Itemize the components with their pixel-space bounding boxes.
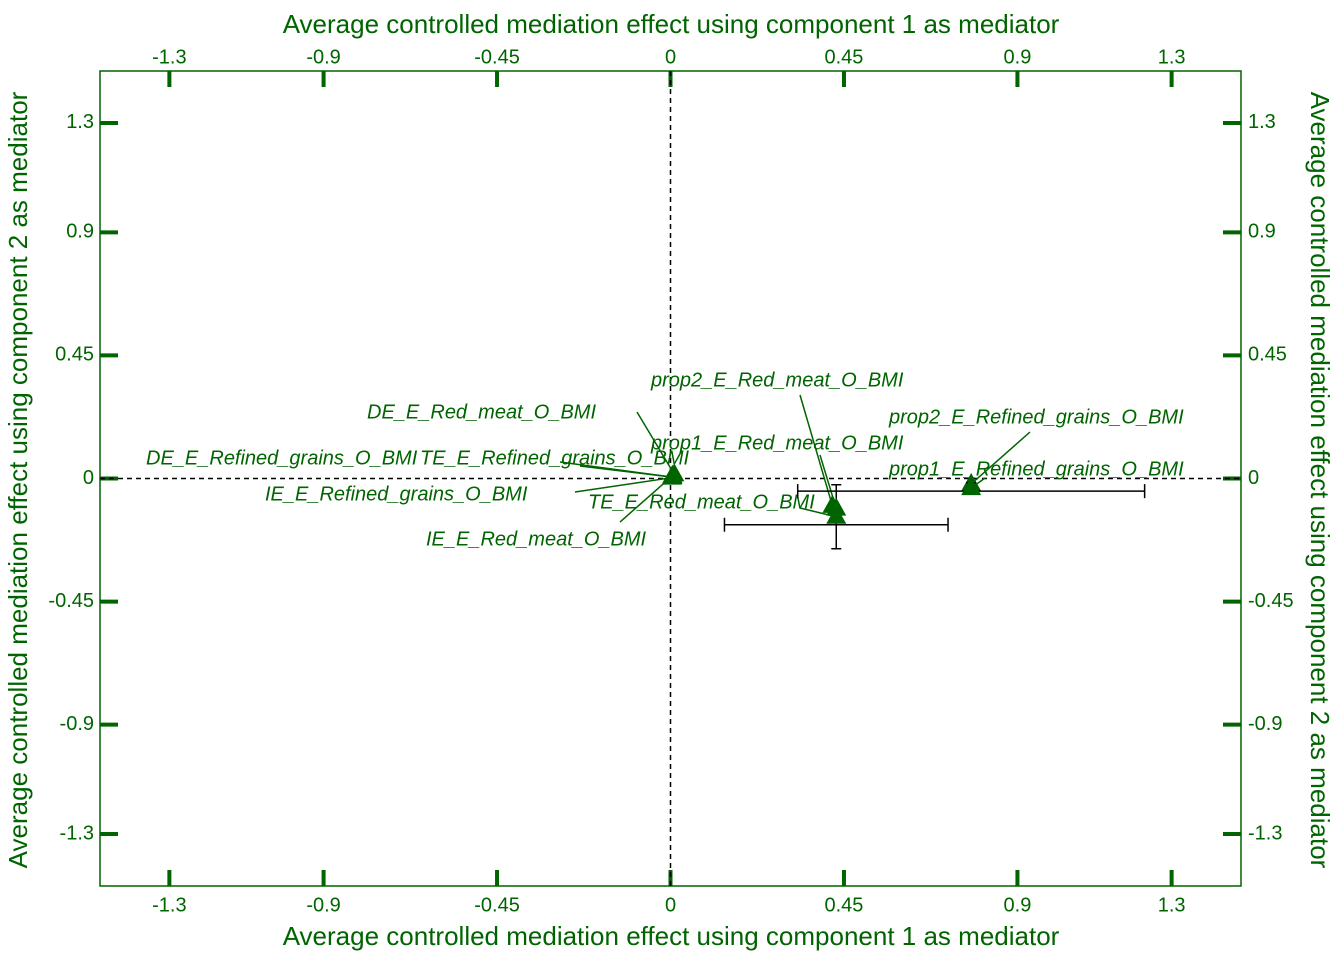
- point: [662, 464, 683, 483]
- point-label: DE_E_Refined_grains_O_BMI: [146, 447, 418, 469]
- x-tick-label: 0: [665, 894, 676, 916]
- leader-line: [636, 411, 675, 475]
- y-axis-title-right: Average controlled mediation effect usin…: [1305, 92, 1335, 869]
- x-tick-label-top: 0.45: [824, 46, 863, 68]
- x-tick-label: 1.3: [1158, 894, 1186, 916]
- y-tick-label: 0: [83, 467, 94, 489]
- x-tick-label-top: 0: [665, 46, 676, 68]
- point-label: prop2_E_Refined_grains_O_BMI: [888, 406, 1184, 428]
- y-axis-title: Average controlled mediation effect usin…: [3, 91, 33, 868]
- y-tick-label: -0.9: [60, 713, 94, 735]
- y-tick-label-right: -0.9: [1248, 713, 1282, 735]
- leader-line: [619, 475, 673, 523]
- x-tick-label: -0.45: [474, 894, 520, 916]
- x-tick-label-top: 1.3: [1158, 46, 1186, 68]
- x-axis-title-top: Average controlled mediation effect usin…: [283, 9, 1060, 39]
- y-tick-label-right: 0.9: [1248, 221, 1276, 243]
- leader-line: [574, 476, 672, 493]
- x-tick-label-top: -1.3: [152, 46, 186, 68]
- y-tick-label: 0.9: [66, 221, 94, 243]
- y-tick-label: -1.3: [60, 822, 94, 844]
- leader-line: [799, 394, 834, 507]
- x-tick-label: -0.9: [306, 894, 340, 916]
- point-label: TE_E_Red_meat_O_BMI: [588, 491, 815, 513]
- point: [822, 494, 843, 513]
- x-tick-label-top: -0.45: [474, 46, 520, 68]
- x-tick-label: -1.3: [152, 894, 186, 916]
- point: [961, 477, 982, 496]
- y-tick-label: -0.45: [48, 590, 94, 612]
- y-tick-label-right: 0.45: [1248, 344, 1287, 366]
- leader-line: [559, 461, 673, 478]
- leader-line: [970, 431, 1031, 485]
- y-tick-label: 1.3: [66, 111, 94, 133]
- point-label: prop1_E_Red_meat_O_BMI: [650, 432, 904, 454]
- y-tick-label: 0.45: [55, 344, 94, 366]
- x-tick-label: 0.9: [1004, 894, 1032, 916]
- y-tick-label-right: 0: [1248, 467, 1259, 489]
- x-axis-title: Average controlled mediation effect usin…: [283, 921, 1060, 951]
- point-label: prop2_E_Red_meat_O_BMI: [650, 369, 904, 391]
- point-label: IE_E_Red_meat_O_BMI: [426, 528, 647, 550]
- point-label: IE_E_Refined_grains_O_BMI: [265, 483, 528, 505]
- x-tick-label-top: 0.9: [1004, 46, 1032, 68]
- x-tick-label-top: -0.9: [306, 46, 340, 68]
- point-label: DE_E_Red_meat_O_BMI: [367, 401, 596, 423]
- y-tick-label-right: -1.3: [1248, 822, 1282, 844]
- y-tick-label-right: -0.45: [1248, 590, 1294, 612]
- x-tick-label: 0.45: [824, 894, 863, 916]
- point-label: prop1_E_Refined_grains_O_BMI: [888, 458, 1184, 480]
- point-label: TE_E_Refined_grains_O_BMI: [420, 447, 689, 469]
- y-tick-label-right: 1.3: [1248, 111, 1276, 133]
